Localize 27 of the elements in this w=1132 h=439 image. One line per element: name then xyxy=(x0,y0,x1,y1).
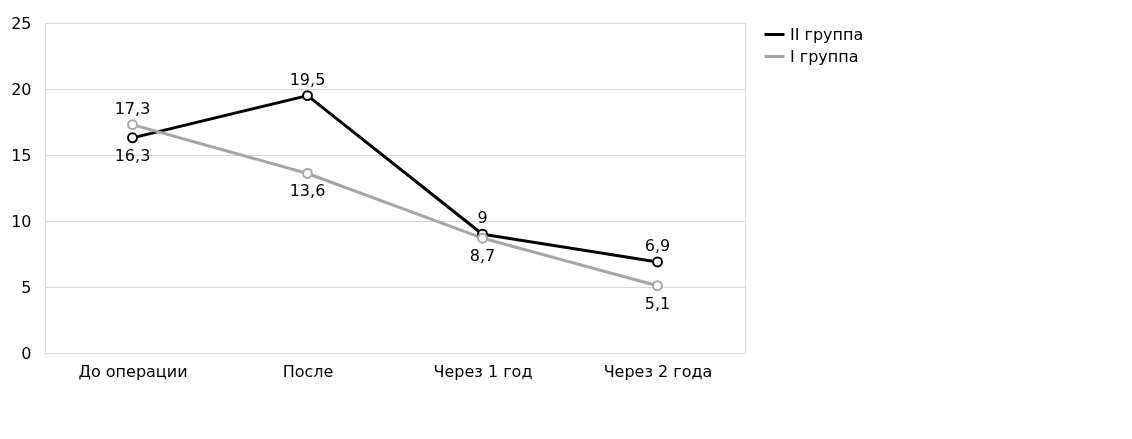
data-label: 13,6 xyxy=(289,181,326,201)
y-tick-label: 15 xyxy=(11,145,32,165)
data-label: 16,3 xyxy=(114,145,151,165)
y-tick-label: 10 xyxy=(11,211,32,231)
point xyxy=(477,232,488,244)
x-tick-label: До операции xyxy=(78,361,188,381)
data-label: 19,5 xyxy=(289,69,326,89)
point xyxy=(302,90,313,102)
point xyxy=(127,132,138,144)
data-label: 5,1 xyxy=(644,293,671,313)
point xyxy=(652,280,663,292)
x-tick-label: Через 1 год xyxy=(433,361,533,381)
data-label: 17,3 xyxy=(114,98,151,118)
point xyxy=(302,168,313,179)
y-tick-label: 0 xyxy=(21,343,32,363)
data-label: 6,9 xyxy=(644,235,671,255)
legend-label: II группа xyxy=(790,24,864,44)
y-tick-label: 5 xyxy=(21,277,32,297)
x-tick-label: После xyxy=(282,361,334,381)
data-label: 9 xyxy=(477,208,488,228)
y-tick-label: 20 xyxy=(11,79,32,99)
point xyxy=(127,119,138,131)
y-tick-label: 25 xyxy=(11,13,32,33)
legend-label: I группа xyxy=(790,46,859,66)
x-tick-label: Через 2 года xyxy=(603,361,713,381)
data-label: 8,7 xyxy=(469,246,496,266)
point xyxy=(652,256,663,268)
